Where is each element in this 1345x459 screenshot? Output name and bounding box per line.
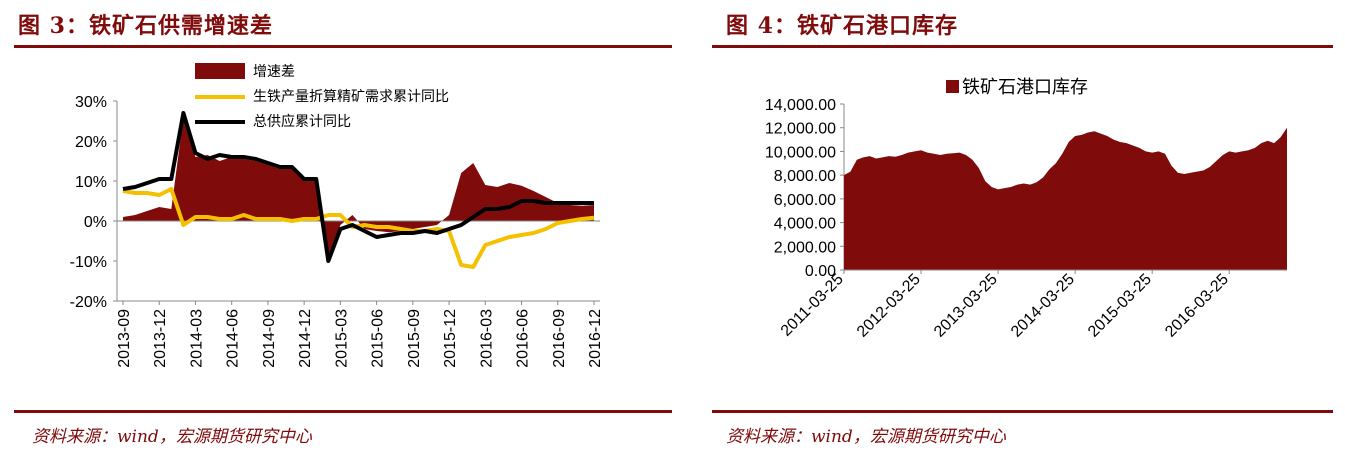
y-tick-label: 0% bbox=[84, 214, 107, 231]
series-area-port-inventory bbox=[844, 127, 1287, 270]
footer-divider bbox=[712, 410, 1333, 413]
y-tick-label: 30% bbox=[75, 94, 107, 111]
y-tick-label: 20% bbox=[75, 134, 107, 151]
panel-port-inventory: 图 4：铁矿石港口库存 14,000.00 12,000.00 10,000.00 8… bbox=[712, 0, 1345, 459]
legend-swatch bbox=[946, 80, 959, 93]
x-tick-label: 2015-03 bbox=[333, 309, 350, 368]
legend-swatch-area bbox=[195, 63, 245, 79]
panel-supply-demand-growth-diff: 图 3：铁矿石供需增速差 30% 20% 10% 0% -10% -20% 2013-09 2… bbox=[0, 0, 672, 459]
chart-title: 图 3：铁矿石供需增速差 bbox=[18, 13, 273, 39]
legend-label-demand: 生铁产量折算精矿需求累计同比 bbox=[253, 88, 449, 104]
series-area-growth-diff bbox=[123, 117, 594, 261]
x-tick-label: 2016-06 bbox=[515, 309, 532, 368]
y-tick-label: 0.00 bbox=[805, 263, 836, 280]
chart-title: 图 4：铁矿石港口库存 bbox=[726, 13, 958, 39]
x-tick-label: 2014-06 bbox=[225, 309, 242, 368]
growth-diff-chart: 30% 20% 10% 0% -10% -20% 2013-09 2013-12 2014-03… bbox=[70, 63, 604, 368]
legend-label-supply: 总供应累计同比 bbox=[253, 113, 351, 129]
x-tick-label: 2015-03-25 bbox=[1085, 271, 1155, 341]
x-tick-label: 2014-03-25 bbox=[1008, 271, 1078, 341]
x-tick-label: 2016-09 bbox=[551, 309, 568, 368]
footer-divider bbox=[14, 410, 672, 413]
x-tick-label: 2012-03-25 bbox=[854, 271, 924, 341]
title-divider bbox=[14, 45, 672, 48]
legend-label-port-inventory: 铁矿石港口库存 bbox=[962, 77, 1088, 97]
y-tick-label: 4,000.00 bbox=[774, 216, 836, 233]
y-tick-label: 14,000.00 bbox=[765, 97, 836, 114]
port-inventory-chart: 14,000.00 12,000.00 10,000.00 8,000.00 6,000… bbox=[765, 77, 1287, 341]
y-tick-label: 10,000.00 bbox=[765, 144, 836, 161]
source-note: 资料来源：wind，宏源期货研究中心 bbox=[32, 427, 312, 447]
x-tick-label: 2013-12 bbox=[152, 309, 169, 368]
y-tick-label: -20% bbox=[70, 294, 107, 311]
title-divider bbox=[712, 45, 1333, 48]
x-tick-label: 2013-03-25 bbox=[931, 271, 1001, 341]
x-tick-label: 2014-12 bbox=[297, 309, 314, 368]
source-note: 资料来源：wind，宏源期货研究中心 bbox=[726, 427, 1006, 447]
y-tick-label: 12,000.00 bbox=[765, 121, 836, 138]
x-tick-label: 2013-09 bbox=[116, 309, 133, 368]
x-tick-label: 2016-03-25 bbox=[1162, 271, 1232, 341]
y-tick-label: 6,000.00 bbox=[774, 192, 836, 209]
x-tick-label: 2016-12 bbox=[587, 309, 604, 368]
x-tick-label: 2015-12 bbox=[442, 309, 459, 368]
x-tick-label: 2015-06 bbox=[370, 309, 387, 368]
y-tick-label: -10% bbox=[70, 254, 107, 271]
x-tick-label: 2015-09 bbox=[406, 309, 423, 368]
x-tick-label: 2011-03-25 bbox=[778, 271, 847, 340]
y-tick-label: 8,000.00 bbox=[774, 168, 836, 185]
y-tick-label: 2,000.00 bbox=[774, 239, 836, 256]
x-tick-label: 2014-09 bbox=[261, 309, 278, 368]
series-line-supply bbox=[122, 111, 594, 263]
legend-label-growth-diff: 增速差 bbox=[253, 63, 295, 79]
x-tick-label: 2014-03 bbox=[188, 309, 205, 368]
y-tick-label: 10% bbox=[75, 174, 107, 191]
x-tick-label: 2016-03 bbox=[478, 309, 495, 368]
